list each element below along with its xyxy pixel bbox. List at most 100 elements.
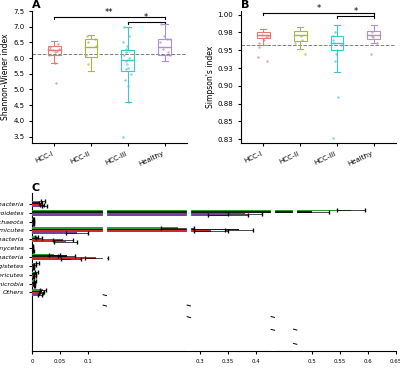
Point bbox=[54, 48, 60, 54]
Bar bbox=[32, 227, 178, 229]
Point bbox=[256, 40, 263, 46]
Point bbox=[47, 46, 54, 52]
Point bbox=[126, 55, 132, 61]
Bar bbox=[32, 273, 35, 275]
Bar bbox=[32, 214, 228, 216]
Point bbox=[263, 34, 269, 40]
Bar bbox=[32, 266, 34, 268]
Bar bbox=[32, 218, 34, 220]
Point bbox=[332, 58, 338, 64]
Point bbox=[85, 40, 91, 46]
Point bbox=[124, 61, 130, 67]
Point bbox=[56, 46, 62, 52]
Bar bbox=[32, 264, 35, 266]
Point bbox=[167, 52, 173, 58]
Point bbox=[259, 31, 265, 37]
Point bbox=[50, 47, 56, 53]
Bar bbox=[32, 220, 33, 222]
Point bbox=[330, 33, 337, 39]
Point bbox=[125, 65, 131, 71]
Point bbox=[126, 33, 132, 39]
Point bbox=[82, 52, 89, 58]
Point bbox=[370, 34, 376, 40]
Bar bbox=[32, 238, 39, 239]
Bar bbox=[32, 222, 33, 223]
Point bbox=[368, 33, 375, 39]
Bar bbox=[32, 289, 43, 291]
Point bbox=[121, 24, 128, 30]
Bar bbox=[32, 232, 77, 233]
Text: **: ** bbox=[105, 8, 114, 17]
Point bbox=[331, 40, 337, 46]
Point bbox=[92, 36, 98, 42]
Bar bbox=[32, 283, 34, 285]
Point bbox=[369, 30, 376, 36]
Point bbox=[165, 49, 171, 55]
Text: A: A bbox=[32, 0, 41, 10]
Bar bbox=[32, 294, 40, 296]
Point bbox=[46, 52, 52, 58]
Bar bbox=[32, 209, 351, 211]
Point bbox=[120, 40, 126, 46]
Bar bbox=[32, 275, 35, 276]
Point bbox=[330, 37, 337, 43]
Text: C: C bbox=[32, 183, 40, 193]
Bar bbox=[32, 280, 35, 282]
Point bbox=[121, 52, 127, 58]
Bar bbox=[32, 268, 33, 269]
Point bbox=[124, 43, 131, 48]
Y-axis label: Simpson's index: Simpson's index bbox=[206, 46, 215, 108]
Bar bbox=[32, 211, 312, 213]
Point bbox=[335, 94, 342, 100]
Point bbox=[52, 50, 58, 56]
Point bbox=[330, 135, 336, 141]
Point bbox=[122, 49, 129, 55]
Point bbox=[256, 44, 263, 50]
Bar bbox=[32, 223, 33, 225]
Text: *: * bbox=[316, 4, 321, 13]
Point bbox=[164, 36, 170, 42]
Bar bbox=[32, 204, 42, 205]
Bar bbox=[32, 205, 44, 207]
Point bbox=[160, 46, 166, 52]
Bar bbox=[32, 231, 211, 232]
Point bbox=[265, 33, 272, 39]
Point bbox=[332, 30, 338, 36]
Point bbox=[338, 41, 344, 47]
Bar bbox=[32, 272, 36, 273]
Point bbox=[123, 46, 130, 52]
Bar bbox=[32, 250, 33, 251]
Text: B: B bbox=[241, 0, 250, 10]
Point bbox=[261, 37, 268, 43]
Point bbox=[53, 80, 60, 86]
Point bbox=[264, 58, 270, 64]
Bar bbox=[32, 239, 63, 241]
Bar bbox=[32, 201, 43, 202]
Text: *: * bbox=[353, 7, 358, 16]
Point bbox=[157, 21, 164, 27]
Bar bbox=[32, 213, 245, 214]
Point bbox=[93, 43, 100, 48]
Point bbox=[125, 83, 131, 89]
Point bbox=[122, 58, 129, 64]
Point bbox=[166, 36, 173, 42]
Point bbox=[333, 51, 340, 57]
Bar bbox=[32, 263, 38, 264]
Point bbox=[84, 61, 91, 67]
Point bbox=[161, 33, 167, 39]
Bar bbox=[32, 292, 41, 294]
Bar bbox=[32, 276, 34, 278]
Bar bbox=[32, 282, 34, 283]
Bar bbox=[32, 241, 66, 242]
Point bbox=[121, 77, 128, 83]
Bar bbox=[32, 257, 96, 259]
Bar bbox=[32, 229, 239, 231]
Bar bbox=[32, 285, 34, 287]
Point bbox=[255, 54, 262, 60]
Point bbox=[122, 66, 129, 72]
Point bbox=[292, 40, 298, 46]
Bar bbox=[32, 202, 40, 204]
Point bbox=[298, 33, 304, 39]
Point bbox=[299, 37, 306, 43]
Point bbox=[120, 134, 126, 139]
